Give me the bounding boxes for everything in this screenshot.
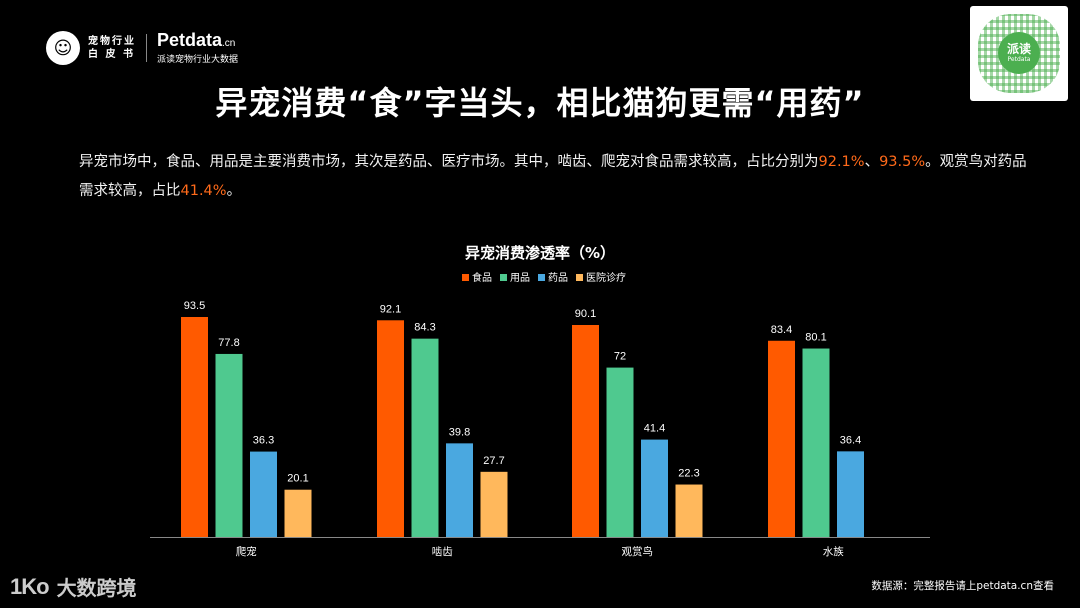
data-label-1-0: 92.1 <box>380 303 401 315</box>
bar-0-3 <box>284 489 312 537</box>
brand-en-suffix: .cn <box>222 38 236 49</box>
bar-2-2 <box>641 439 668 537</box>
legend-swatch-2 <box>538 274 545 281</box>
qr-center-label: 派读 <box>1006 42 1031 56</box>
bar-3-0 <box>768 340 795 537</box>
bar-3-1 <box>802 348 830 537</box>
mini-program-qr-code[interactable]: 派读 Petdata <box>970 6 1068 101</box>
dog-cat-face-icon: ☺ <box>46 31 80 65</box>
bar-2-1 <box>606 367 634 537</box>
data-label-0-3: 20.1 <box>287 473 308 485</box>
desc-part1: 异宠市场中，食品、用品是主要消费市场，其次是药品、医疗市场。其中，啮齿、爬宠对食… <box>79 154 819 170</box>
desc-highlight-3: 41.4% <box>180 183 227 199</box>
data-label-2-1: 72 <box>614 351 626 363</box>
source-note: 数据源：完整报告请上petdata.cn查看 <box>871 580 1054 592</box>
legend-swatch-0 <box>462 274 469 281</box>
desc-part3: 。 <box>226 183 242 199</box>
bar-1-2 <box>446 443 473 537</box>
category-label-0: 爬宠 <box>236 545 257 558</box>
brand-cn-line1: 宠物行业 <box>88 36 136 47</box>
legend-swatch-1 <box>500 274 507 281</box>
brand-cn-name: 宠物行业 白 皮 书 <box>88 35 136 61</box>
data-label-0-2: 36.3 <box>253 435 274 447</box>
data-label-1-2: 39.8 <box>449 426 470 438</box>
page-title: 异宠消费“食”字当头，相比猫狗更需“用药” <box>215 84 865 122</box>
bar-1-0 <box>377 320 404 537</box>
bar-1-1 <box>411 338 439 537</box>
brand-divider <box>146 34 147 62</box>
data-label-1-3: 27.7 <box>483 455 504 467</box>
bar-2-0 <box>572 325 599 537</box>
bar-0-2 <box>250 451 277 537</box>
brand-cn-line2: 白 皮 书 <box>88 49 135 60</box>
bar-0-1 <box>215 353 243 537</box>
data-label-1-1: 84.3 <box>414 322 435 334</box>
bar-1-3 <box>480 471 508 537</box>
legend-label-3: 医院诊疗 <box>586 271 626 284</box>
data-label-0-0: 93.5 <box>184 300 205 312</box>
qr-center-sub: Petdata <box>1007 56 1031 63</box>
footer-logo-text: 大数跨境 <box>56 576 137 600</box>
legend-label-2: 药品 <box>548 272 568 284</box>
desc-part2: 。观赏鸟对药品需求较高，占比 <box>79 154 1027 199</box>
data-label-3-1: 80.1 <box>805 332 826 344</box>
legend-swatch-3 <box>576 274 583 281</box>
description-text: 异宠市场中，食品、用品是主要消费市场，其次是药品、医疗市场。其中，啮齿、爬宠对食… <box>79 148 1039 206</box>
brand-en-sub: 派读宠物行业大数据 <box>157 55 239 65</box>
data-label-3-0: 83.4 <box>771 324 792 336</box>
desc-sep: 、 <box>864 154 880 170</box>
legend-label-0: 食品 <box>472 271 492 284</box>
legend-label-1: 用品 <box>510 272 530 284</box>
category-label-2: 观赏鸟 <box>622 545 654 558</box>
data-label-2-3: 22.3 <box>678 468 699 480</box>
bar-2-3 <box>675 484 703 537</box>
brand-en-main: Petdata <box>157 30 223 50</box>
brand-en-name: Petdata.cn 派读宠物行业大数据 <box>157 30 238 66</box>
desc-highlight-2: 93.5% <box>879 154 926 170</box>
qr-center-logo: 派读 Petdata <box>998 32 1040 74</box>
footer-logo: 1Ko 大数跨境 <box>10 572 137 601</box>
chart-title: 异宠消费渗透率（%） <box>465 244 615 262</box>
data-label-3-2: 36.4 <box>840 434 861 446</box>
bar-0-0 <box>181 317 208 537</box>
brand-header: ☺ 宠物行业 白 皮 书 Petdata.cn 派读宠物行业大数据 <box>46 30 238 66</box>
data-label-2-2: 41.4 <box>644 423 665 435</box>
bar-3-2 <box>837 451 864 537</box>
desc-highlight-1: 92.1% <box>818 154 865 170</box>
category-label-3: 水族 <box>823 545 844 558</box>
data-label-0-1: 77.8 <box>218 337 239 349</box>
data-label-2-0: 90.1 <box>575 308 596 320</box>
footer-logo-mark: 1Ko <box>10 573 50 599</box>
category-label-1: 啮齿 <box>432 545 453 558</box>
